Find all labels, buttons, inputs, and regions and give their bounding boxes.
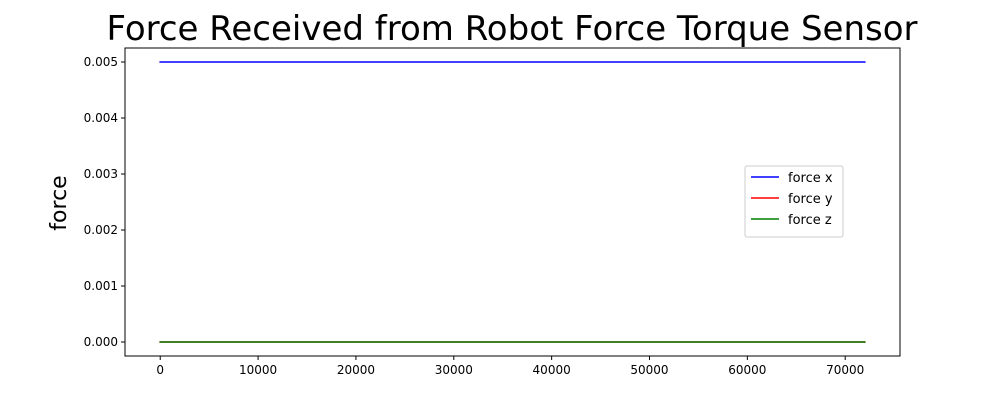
- y-tick-label: 0.004: [84, 111, 118, 125]
- chart-title: Force Received from Robot Force Torque S…: [106, 9, 917, 49]
- y-tick-label: 0.002: [84, 223, 118, 237]
- x-tick-label: 30000: [435, 363, 473, 377]
- axes-frame: [124, 47, 901, 357]
- y-tick-label: 0.001: [84, 279, 118, 293]
- x-tick-label: 10000: [239, 363, 277, 377]
- legend: force x force y force z: [744, 165, 844, 238]
- x-tick-label: 20000: [337, 363, 375, 377]
- y-axis-label: force: [47, 175, 72, 230]
- x-tick-label: 50000: [630, 363, 668, 377]
- y-tick-label: 0.000: [84, 335, 118, 349]
- y-tick-label: 0.005: [84, 55, 118, 69]
- x-tick-label: 0: [156, 363, 164, 377]
- legend-label-force-x: force x: [788, 171, 833, 186]
- legend-label-force-z: force z: [788, 213, 832, 228]
- legend-label-force-y: force y: [788, 192, 833, 207]
- plot-area: 0 10000 20000 30000 40000 50000 60000 70000 0.00…: [84, 47, 901, 377]
- y-tick-label: 0.003: [84, 167, 118, 181]
- x-tick-label: 70000: [826, 363, 864, 377]
- x-tick-label: 60000: [728, 363, 766, 377]
- x-tick-label: 40000: [533, 363, 571, 377]
